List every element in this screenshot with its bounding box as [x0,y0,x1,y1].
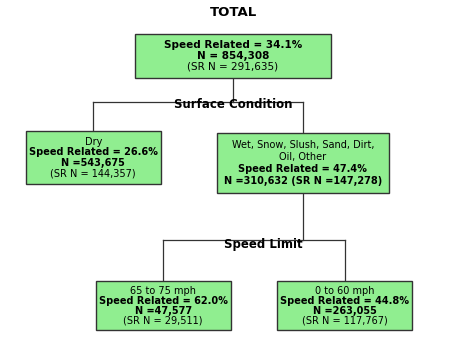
Text: (SR N = 29,511): (SR N = 29,511) [123,316,203,325]
Text: (SR N = 144,357): (SR N = 144,357) [50,168,136,178]
FancyBboxPatch shape [26,131,161,184]
Text: N =310,632 (SR N =147,278): N =310,632 (SR N =147,278) [224,176,382,186]
Text: Wet, Snow, Slush, Sand, Dirt,: Wet, Snow, Slush, Sand, Dirt, [232,140,374,150]
Text: Dry: Dry [84,137,102,147]
FancyBboxPatch shape [277,282,412,330]
Text: TOTAL: TOTAL [209,6,257,19]
Text: Speed Related = 47.4%: Speed Related = 47.4% [239,164,367,174]
FancyBboxPatch shape [217,133,389,193]
Text: 0 to 60 mph: 0 to 60 mph [315,286,375,296]
Text: (SR N = 117,767): (SR N = 117,767) [302,316,388,325]
Text: 65 to 75 mph: 65 to 75 mph [130,286,196,296]
Text: Oil, Other: Oil, Other [279,152,327,162]
Text: N =47,577: N =47,577 [135,306,192,316]
Text: Surface Condition: Surface Condition [174,98,292,111]
Text: (SR N = 291,635): (SR N = 291,635) [187,62,279,72]
Text: N =263,055: N =263,055 [313,306,377,316]
Text: Speed Related = 62.0%: Speed Related = 62.0% [99,296,227,306]
FancyBboxPatch shape [135,34,331,78]
FancyBboxPatch shape [96,282,231,330]
Text: Speed Related = 26.6%: Speed Related = 26.6% [29,147,158,157]
Text: Speed Limit: Speed Limit [224,238,302,251]
Text: Speed Related = 44.8%: Speed Related = 44.8% [281,296,409,306]
Text: N = 854,308: N = 854,308 [197,51,269,61]
Text: Speed Related = 34.1%: Speed Related = 34.1% [164,40,302,50]
Text: N =543,675: N =543,675 [61,158,125,168]
